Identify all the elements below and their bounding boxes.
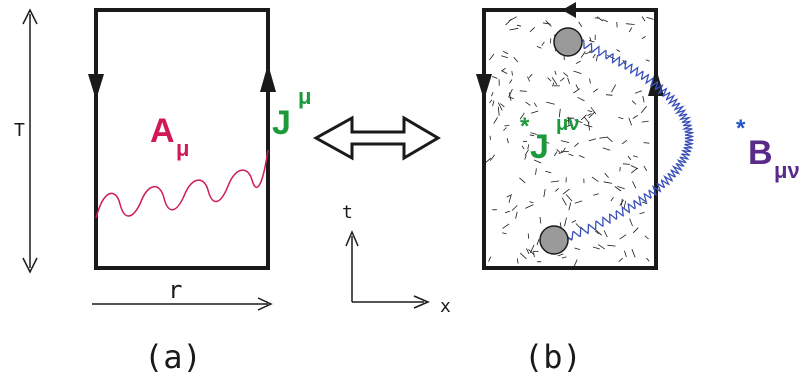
svg-text:*: * [736, 115, 746, 142]
svg-text:J: J [530, 128, 549, 166]
svg-text:μν: μν [774, 158, 800, 183]
svg-text:*: * [520, 113, 530, 140]
dual-loop-b [476, 2, 664, 270]
label-current: J μ [272, 84, 311, 142]
svg-text:J: J [272, 104, 291, 142]
axes [345, 230, 430, 309]
svg-text:B: B [748, 134, 773, 172]
caption-b: (b) [524, 338, 582, 376]
duality-double-arrow-icon [312, 115, 441, 161]
svg-text:μ: μ [176, 136, 189, 161]
label-T: T [14, 120, 25, 141]
label-r: r [168, 276, 182, 304]
svg-text:A: A [150, 112, 175, 150]
label-gauge-field: A μ [150, 112, 189, 161]
gauge-field-wave [95, 149, 269, 219]
svg-text:μ: μ [298, 84, 311, 109]
dual-sheet-texture [485, 16, 654, 268]
svg-text:μν: μν [556, 113, 579, 135]
spatial-extent-arrow [92, 297, 273, 311]
monopole-bottom [539, 225, 569, 255]
label-t: t [342, 202, 353, 223]
dual-field-wave [562, 36, 695, 244]
label-dual-current: * J μν [520, 113, 579, 166]
monopole-top [553, 27, 583, 57]
time-extent-arrow [22, 8, 38, 274]
wilson-loop-a [88, 8, 276, 270]
label-x: x [440, 296, 451, 317]
caption-a: (a) [144, 338, 202, 376]
label-dual-field: * B μν [736, 115, 800, 183]
